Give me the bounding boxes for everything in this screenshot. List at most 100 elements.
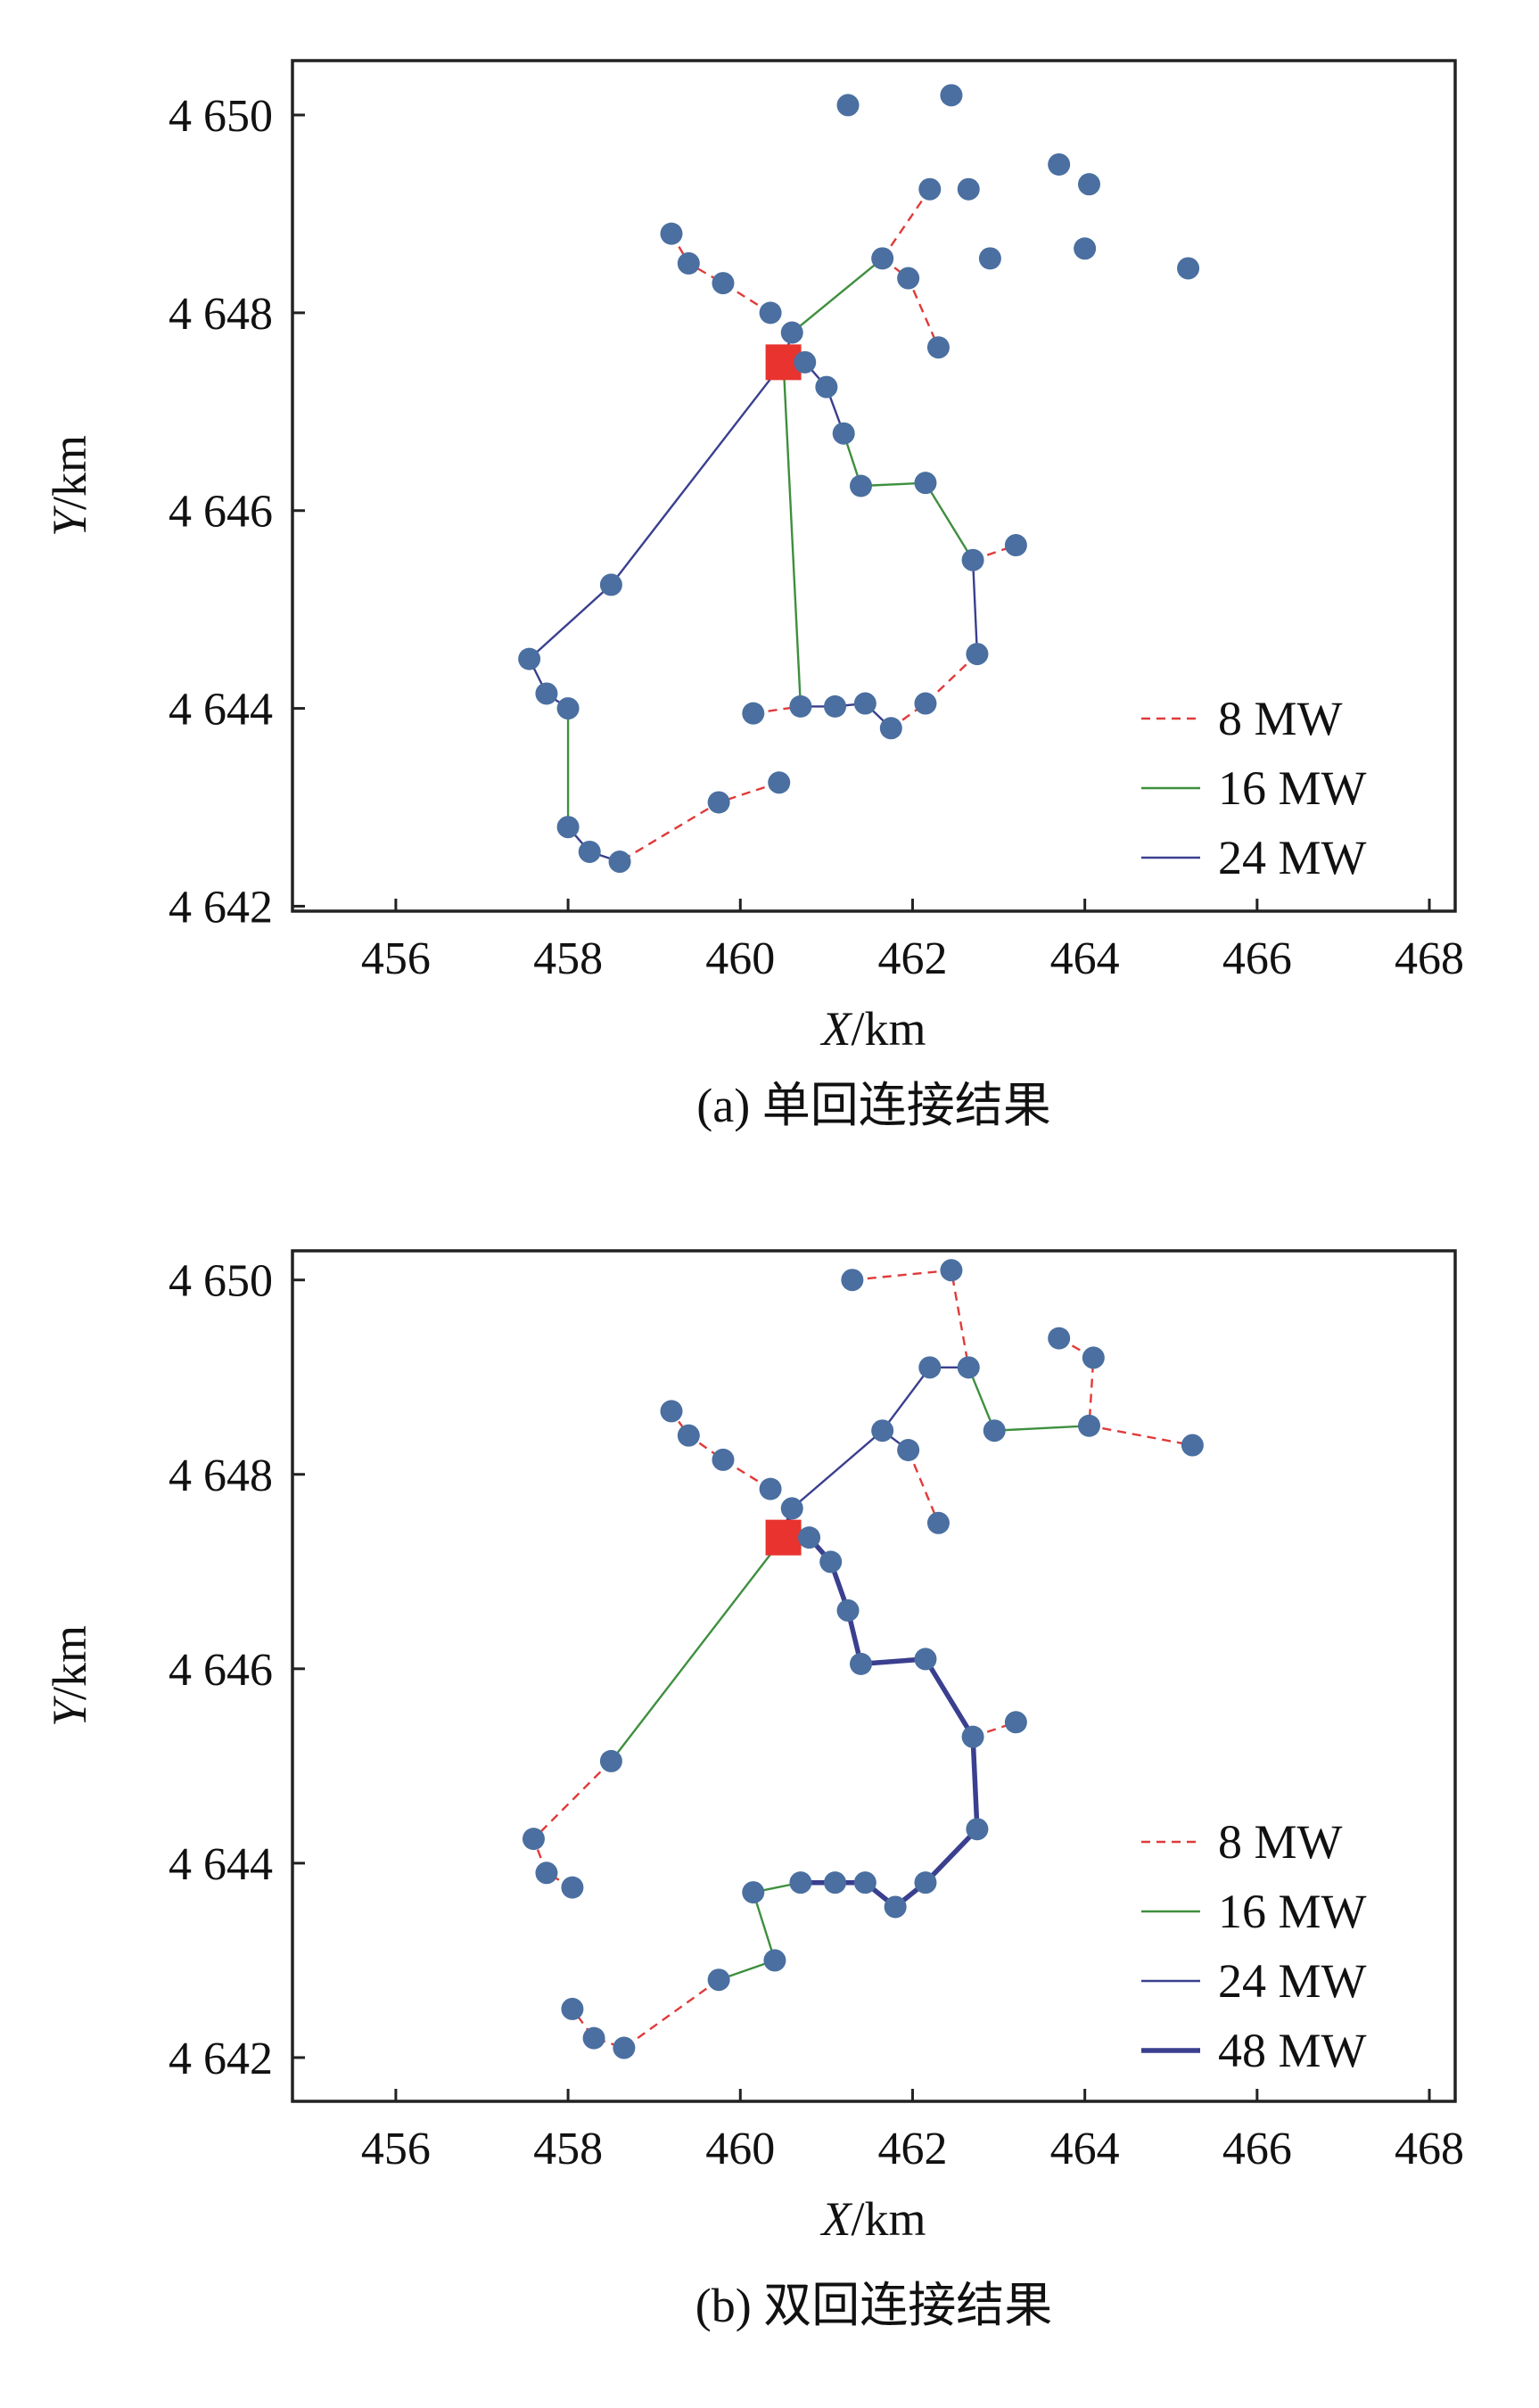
turbine-node — [763, 1949, 786, 1972]
y-tick-label: 4 648 — [169, 289, 273, 340]
turbine-node — [926, 336, 950, 359]
x-tick-label: 460 — [705, 933, 775, 984]
turbine-node — [1048, 152, 1071, 176]
turbine-node — [836, 1598, 860, 1622]
cable-line-8mw — [852, 1269, 970, 1368]
turbine-node — [660, 1400, 683, 1423]
cable-line-8mw — [532, 1760, 613, 1889]
figure-caption: (b) 双回连接结果 — [695, 2279, 1052, 2332]
turbine-node — [841, 1269, 864, 1292]
turbine-node — [824, 1871, 847, 1894]
turbine-node — [966, 1818, 989, 1841]
legend-label: 8 MW — [1218, 692, 1343, 745]
turbine-node — [522, 1828, 545, 1851]
turbine-node — [871, 1419, 894, 1442]
turbine-node — [535, 682, 558, 705]
turbine-node — [599, 1749, 622, 1772]
y-tick-label: 4 644 — [169, 685, 273, 736]
turbine-node — [983, 1419, 1006, 1442]
turbine-node — [940, 84, 963, 107]
turbine-node — [897, 267, 920, 290]
x-tick-label: 462 — [877, 933, 947, 984]
x-tick-label: 456 — [361, 933, 431, 984]
plot-frame — [291, 59, 1457, 913]
cable-line-16mw — [843, 432, 975, 562]
turbine-node — [561, 1876, 584, 1899]
turbine-node — [677, 1424, 700, 1447]
cable-line-16mw — [717, 1881, 802, 1981]
cable-line-8mw — [907, 1450, 940, 1524]
turbine-node — [832, 422, 855, 445]
turbine-node — [794, 350, 817, 374]
cable-line-48mw — [780, 1534, 980, 1910]
legend-label: 16 MW — [1218, 761, 1367, 815]
cable-line-24mw — [528, 361, 785, 710]
turbine-node — [853, 692, 876, 715]
turbine-node — [966, 643, 989, 666]
turbine-node — [707, 1968, 730, 1992]
turbine-node — [836, 94, 860, 117]
y-tick-label: 4 650 — [169, 91, 273, 142]
turbine-node — [556, 816, 580, 839]
legend-label: 24 MW — [1218, 831, 1367, 884]
turbine-node — [518, 647, 541, 670]
x-tick-label: 464 — [1050, 2124, 1120, 2174]
turbine-node — [978, 247, 1001, 270]
turbine-node — [712, 272, 735, 295]
turbine-node — [914, 1648, 937, 1671]
turbine-node — [914, 472, 937, 495]
turbine-node — [608, 851, 631, 874]
turbine-node — [1181, 1434, 1204, 1457]
substation-marker — [765, 1519, 802, 1556]
turbine-node — [707, 791, 730, 814]
turbine-node — [1074, 237, 1097, 260]
y-tick-label: 4 646 — [169, 487, 273, 538]
y-tick-label: 4 648 — [169, 1451, 273, 1501]
cable-line-8mw — [881, 188, 931, 259]
x-tick-label: 462 — [877, 2124, 947, 2174]
x-tick-label: 468 — [1395, 933, 1464, 984]
y-tick-label: 4 644 — [169, 1839, 273, 1890]
x-axis-label: X/km — [819, 2192, 926, 2246]
turbine-node — [1077, 173, 1100, 196]
turbine-node — [768, 771, 791, 794]
legend-label: 8 MW — [1218, 1815, 1343, 1869]
cable-line-8mw — [1058, 1337, 1193, 1447]
y-tick-label: 4 650 — [169, 1256, 273, 1307]
chart-panel-b: 456 458 460 462 464 466 468 4 642 4 644 4 646 4 64… — [43, 1249, 1464, 2332]
cable-line-16mw — [967, 1366, 1090, 1432]
chart-panel-a: 456 458 460 462 464 466 468 4 642 4 644 4 646 4 64… — [43, 59, 1464, 1132]
turbine-node — [853, 1871, 876, 1894]
turbine-node — [599, 573, 622, 596]
cable-line-24mw — [799, 702, 893, 729]
turbine-node — [926, 1511, 950, 1534]
turbine-node — [957, 177, 980, 201]
cable-line-24mw — [971, 559, 979, 655]
turbine-node — [1077, 1414, 1100, 1437]
cable-line-16mw — [791, 257, 884, 334]
turbine-node — [780, 321, 803, 344]
turbine-node — [759, 1477, 782, 1500]
cable-line-16mw — [782, 361, 802, 708]
turbine-node — [871, 247, 894, 270]
legend-label: 48 MW — [1218, 2024, 1367, 2077]
turbine-node — [780, 1497, 803, 1520]
turbine-node — [914, 1871, 937, 1894]
turbine-node — [1082, 1346, 1105, 1369]
x-tick-label: 458 — [533, 933, 603, 984]
turbine-node — [1004, 534, 1027, 557]
x-tick-label: 466 — [1222, 2124, 1292, 2174]
y-tick-label: 4 642 — [169, 882, 273, 933]
turbine-node — [561, 1997, 584, 2020]
x-tick-label: 456 — [361, 2124, 431, 2174]
legend-label: 16 MW — [1218, 1885, 1367, 1938]
turbine-node — [578, 840, 601, 863]
turbine-node — [1048, 1327, 1071, 1350]
x-tick-label: 460 — [705, 2124, 775, 2174]
turbine-node — [957, 1356, 980, 1379]
plot-frame — [291, 1249, 1457, 2103]
y-tick-label: 4 642 — [169, 2034, 273, 2084]
turbine-node — [1177, 257, 1200, 280]
turbine-node — [613, 2036, 636, 2059]
